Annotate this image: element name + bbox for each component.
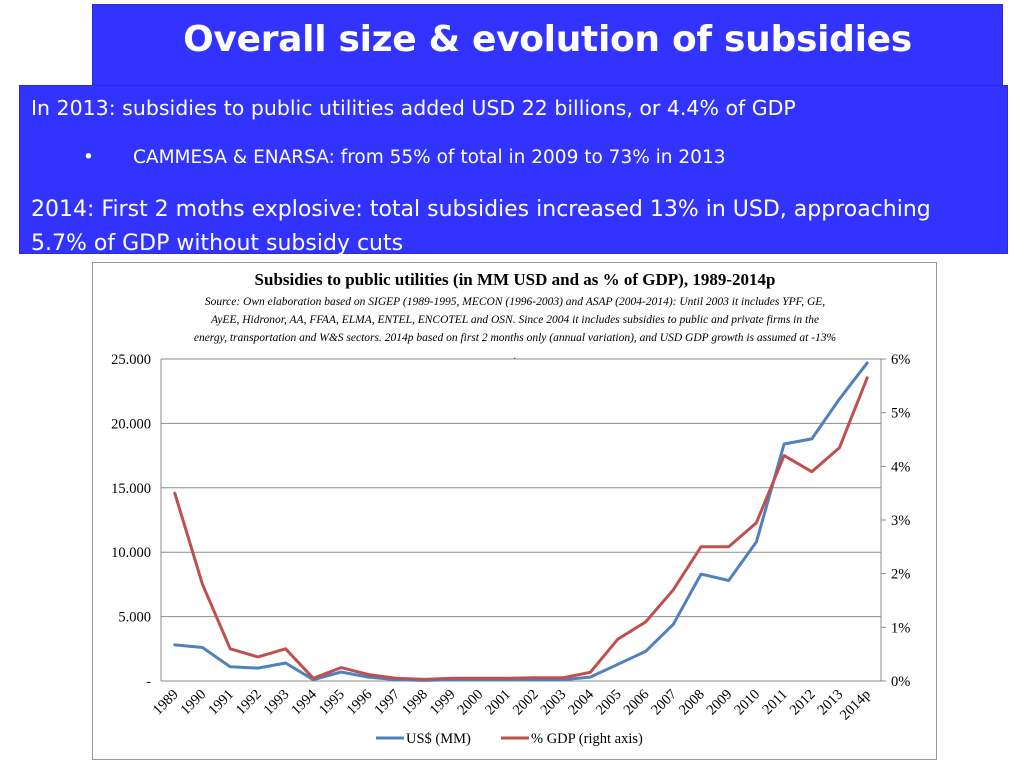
right-tick-label: 6% (891, 352, 910, 368)
slide-title-bar: Overall size & evolution of subsidies (92, 4, 1003, 86)
x-tick-label: 2009 (704, 687, 736, 719)
x-tick-label: 1990 (178, 687, 210, 719)
left-tick-label: 5.000 (118, 610, 151, 626)
x-tick-label: 1997 (371, 687, 403, 719)
series-line-usd (173, 361, 869, 682)
x-tick-label: 2014p (837, 687, 874, 724)
x-tick-label: 1996 (344, 687, 376, 719)
left-tick-label: 15.000 (111, 481, 151, 497)
x-tick-label: 2012 (787, 687, 819, 719)
x-tick-label: 2007 (648, 687, 680, 719)
x-tick-label: 2005 (593, 687, 625, 719)
chart-title: Subsidies to public utilities (in MM USD… (255, 270, 776, 289)
left-tick-label: 10.000 (111, 545, 151, 561)
x-tick-label: 1992 (233, 687, 265, 719)
sub-bullet-text: CAMMESA & ENARSA: from 55% of total in 2… (133, 147, 726, 168)
summary-box: In 2013: subsidies to public utilities a… (19, 85, 1008, 256)
series-line-gdp (173, 376, 869, 681)
x-tick-label: 1991 (205, 687, 237, 719)
x-tick-label: 1989 (150, 687, 182, 719)
right-tick-label: 5% (891, 406, 910, 422)
right-tick-label: 2% (891, 567, 910, 583)
right-tick-label: 3% (891, 513, 910, 529)
x-tick-label: 2001 (482, 687, 514, 719)
x-tick-label: 2004 (565, 686, 597, 718)
right-tick-label: 4% (891, 459, 910, 475)
chart-source-line: AyEE, Hidronor, AA, FFAA, ELMA, ENTEL, E… (210, 314, 819, 326)
chart-frame: Subsidies to public utilities (in MM USD… (92, 262, 937, 760)
x-tick-label: 1993 (261, 687, 293, 719)
right-tick-label: 1% (891, 620, 910, 636)
bullet-2014: 2014: First 2 moths explosive: total sub… (31, 197, 931, 256)
x-tick-label: 2003 (538, 687, 570, 719)
subsidies-chart: Subsidies to public utilities (in MM USD… (111, 270, 910, 747)
right-tick-label: 0% (891, 674, 910, 690)
chart-source-line: energy, transportation and W&S sectors. … (194, 332, 836, 344)
left-tick-label: 20.000 (111, 416, 151, 432)
legend-label: US$ (MM) (406, 731, 471, 747)
left-tick-label: - (146, 674, 151, 690)
x-tick-label: 2006 (621, 687, 653, 719)
chart-source-line: Source: Own elaboration based on SIGEP (… (205, 296, 825, 308)
bullet-dot-icon: • (83, 147, 94, 168)
bullet-2013: In 2013: subsidies to public utilities a… (31, 96, 796, 120)
sub-bullet-cammesa: • CAMMESA & ENARSA: from 55% of total in … (83, 147, 726, 168)
x-tick-label: 2008 (676, 687, 708, 719)
x-tick-label: 2000 (454, 687, 486, 719)
x-tick-label: 2010 (731, 687, 763, 719)
legend-label: % GDP (right axis) (531, 731, 643, 747)
left-tick-label: 25.000 (111, 352, 151, 368)
chart-source-line: . (514, 350, 517, 362)
x-tick-label: 1994 (288, 686, 320, 718)
x-tick-label: 1995 (316, 687, 348, 719)
x-tick-label: 1998 (399, 687, 431, 719)
x-tick-label: 2011 (759, 687, 790, 718)
x-tick-label: 2002 (510, 687, 542, 719)
x-tick-label: 1999 (427, 687, 459, 719)
slide-title: Overall size & evolution of subsidies (183, 19, 912, 60)
